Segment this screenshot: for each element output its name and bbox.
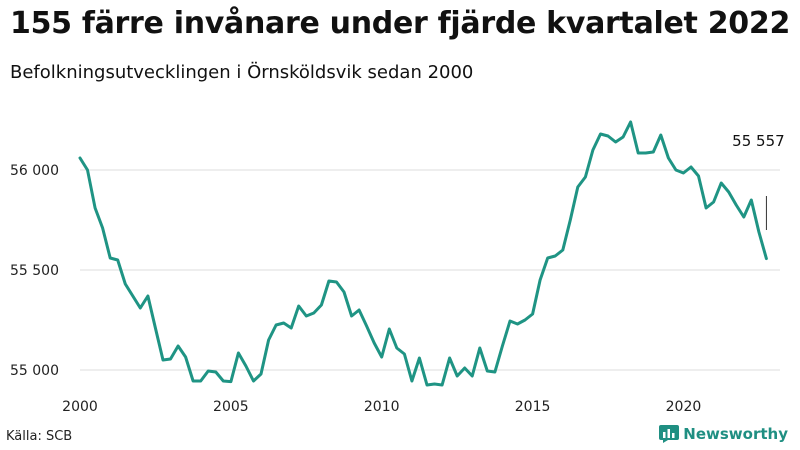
x-tick-label: 2010	[364, 399, 400, 415]
brand-logo[interactable]: Newsworthy	[659, 425, 788, 443]
data-points	[79, 121, 768, 387]
series-layer	[78, 120, 768, 387]
brand-name: Newsworthy	[683, 425, 788, 443]
bar-chart-logo-icon	[659, 425, 680, 443]
source-note: Källa: SCB	[6, 429, 73, 444]
x-tick-label: 2015	[515, 399, 551, 415]
gridlines	[80, 169, 780, 371]
last-value-label: 55 557	[732, 132, 785, 150]
y-tick-label: 56 000	[10, 163, 59, 179]
x-tick-label: 2000	[62, 399, 98, 415]
y-axis-ticks: 55 000 55 500 56 000	[10, 163, 59, 379]
series-line	[78, 120, 768, 387]
chart-title: 155 färre invånare under fjärde kvartale…	[10, 6, 791, 41]
x-tick-label: 2005	[213, 399, 249, 415]
annotation: 55 557	[732, 132, 785, 230]
y-tick-label: 55 500	[10, 263, 59, 279]
x-tick-label: 2020	[666, 399, 702, 415]
chart-subtitle: Befolkningsutvecklingen i Örnsköldsvik s…	[10, 62, 474, 83]
x-axis-ticks: 2000 2005 2010 2015 2020	[62, 399, 701, 415]
y-tick-label: 55 000	[10, 363, 59, 379]
